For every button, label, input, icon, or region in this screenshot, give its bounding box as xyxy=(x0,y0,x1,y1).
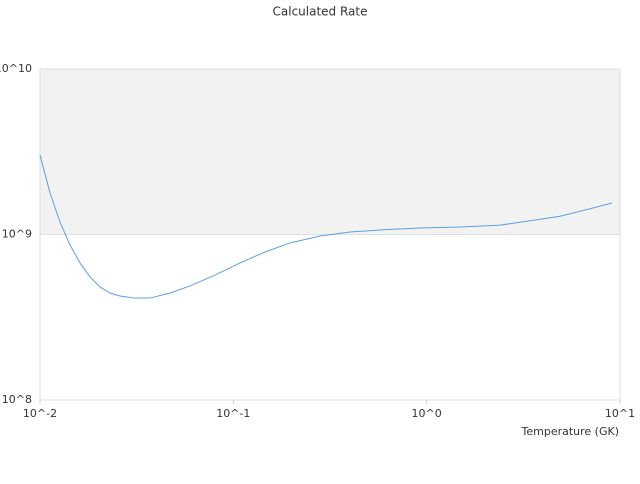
y-tick-label: 10^9 xyxy=(2,228,32,241)
x-tick-label: 10^-2 xyxy=(23,407,57,420)
line-series xyxy=(39,154,613,299)
x-tick-label: 10^0 xyxy=(412,407,442,420)
y-tick-label: 10^10 xyxy=(0,62,32,75)
x-tick-label: 10^-1 xyxy=(216,407,250,420)
x-tick-label: 10^1 xyxy=(605,407,635,420)
plot-band xyxy=(40,69,620,235)
chart-title: Calculated Rate xyxy=(273,5,368,19)
y-tick-label: 10^8 xyxy=(2,393,32,406)
x-axis-label: Temperature (GK) xyxy=(521,425,620,438)
